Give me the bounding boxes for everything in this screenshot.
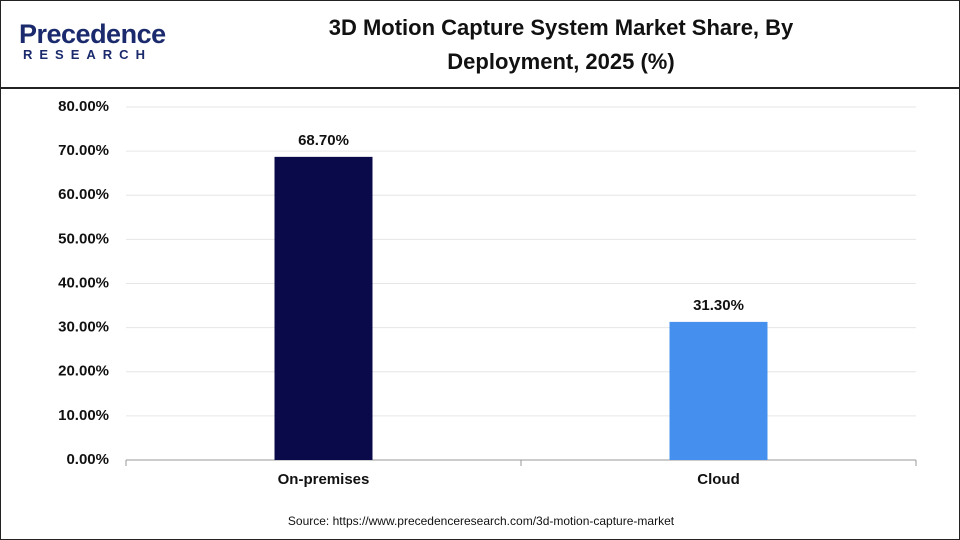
source: Source: https://www.precedenceresearch.c…: [288, 514, 675, 528]
logo-name: Precedence: [19, 19, 166, 49]
y-tick-label: 40.00%: [58, 274, 109, 291]
bar: [669, 321, 768, 460]
header-rule: [1, 87, 959, 89]
value-label: 31.30%: [693, 297, 744, 314]
y-tick-label: 60.00%: [58, 186, 109, 203]
y-tick-label: 80.00%: [58, 98, 109, 115]
y-tick-label: 50.00%: [58, 230, 109, 247]
y-tick-label: 70.00%: [58, 142, 109, 159]
x-tick-label: On-premises: [278, 471, 370, 488]
value-label: 68.70%: [298, 132, 349, 149]
y-tick-label: 20.00%: [58, 363, 109, 380]
y-tick-label: 30.00%: [58, 319, 109, 336]
logo-sub: RESEARCH: [23, 47, 152, 62]
x-tick-label: Cloud: [697, 471, 740, 488]
chart-title: 3D Motion Capture System Market Share, B…: [328, 15, 794, 74]
y-tick-label: 10.00%: [58, 407, 109, 424]
bar: [274, 156, 373, 460]
y-tick-label: 0.00%: [66, 451, 109, 468]
